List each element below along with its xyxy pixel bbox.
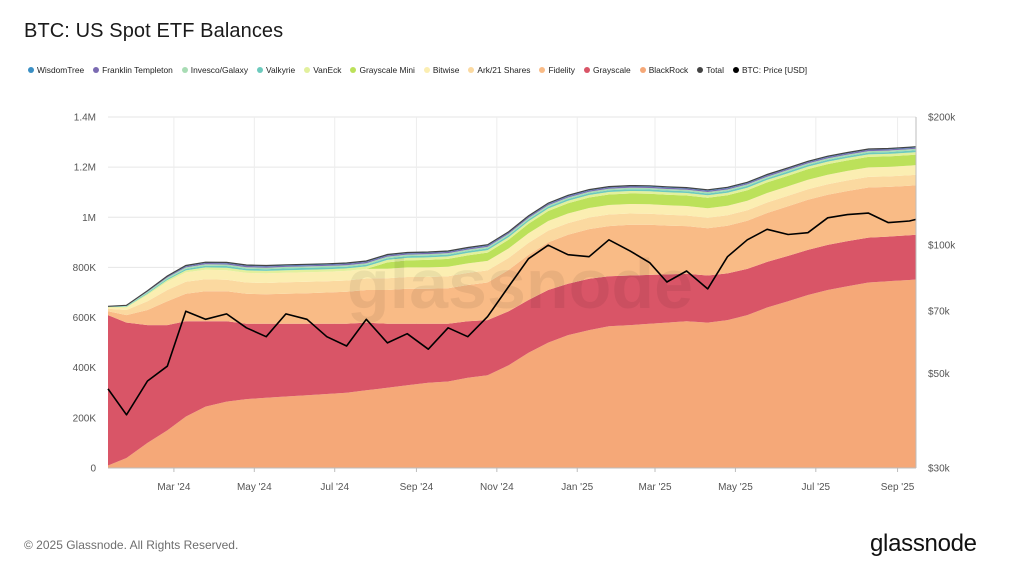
- legend-label: Grayscale: [592, 64, 631, 75]
- area-bitwise: [108, 165, 916, 310]
- legend-label: BTC: Price [USD]: [741, 64, 808, 75]
- y-tick-label: 200K: [73, 413, 97, 424]
- x-tick-label: Mar '25: [638, 482, 671, 493]
- legend-item[interactable]: Grayscale: [583, 64, 631, 75]
- legend-swatch: [423, 67, 430, 74]
- legend-label: Valkyrie: [266, 64, 296, 75]
- x-tick-label: Sep '24: [400, 482, 434, 493]
- legend-swatch: [257, 67, 264, 74]
- legend-item[interactable]: WisdomTree: [28, 65, 84, 75]
- y-tick-label: 1M: [82, 213, 96, 224]
- x-tick-label: Jul '24: [320, 482, 349, 493]
- area-blackrock: [108, 279, 916, 468]
- total-line: [107, 146, 917, 307]
- stacked-areas: [107, 146, 917, 468]
- legend-item[interactable]: BlackRock: [639, 64, 689, 75]
- y-tick-label: 600K: [73, 313, 97, 324]
- legend-label: Total: [706, 64, 724, 75]
- legend-label: VanEck: [313, 64, 342, 75]
- y-right-tick-label: $70k: [928, 307, 951, 318]
- copyright-text: © 2025 Glassnode. All Rights Reserved.: [24, 538, 239, 552]
- x-tick-label: Jan '25: [561, 482, 593, 493]
- legend-swatch: [350, 67, 357, 74]
- legend-swatch: [697, 67, 704, 74]
- y-tick-label: 800K: [73, 263, 97, 274]
- legend-label: BlackRock: [648, 64, 689, 75]
- legend-swatch: [181, 67, 188, 74]
- legend-item[interactable]: Franklin Templeton: [93, 65, 173, 75]
- legend-swatch: [732, 67, 739, 74]
- area-ark-21-shares: [108, 174, 916, 316]
- x-tick-label: May '24: [237, 482, 272, 493]
- price-layer: [107, 212, 917, 416]
- legend-label: Franklin Templeton: [102, 64, 173, 75]
- legend-label: Fidelity: [548, 64, 575, 75]
- legend-swatch: [93, 67, 100, 74]
- legend-item[interactable]: Bitwise: [423, 64, 460, 75]
- y-right-tick-label: $100k: [928, 241, 956, 252]
- y-tick-label: 1.2M: [74, 163, 96, 174]
- glassnode-logo: glassnode: [870, 530, 977, 557]
- area-valkyrie: [108, 150, 916, 307]
- y-tick-label: 400K: [73, 363, 97, 374]
- legend-label: Bitwise: [432, 64, 460, 75]
- area-grayscale: [108, 234, 916, 466]
- legend-item[interactable]: Ark/21 Shares: [468, 65, 530, 75]
- legend-label: Ark/21 Shares: [477, 64, 531, 75]
- legend-label: WisdomTree: [37, 64, 85, 75]
- legend-swatch: [468, 67, 475, 74]
- area-grayscale-mini: [108, 154, 916, 308]
- area-invesco-galaxy: [108, 148, 916, 307]
- btc-price-line: [107, 212, 917, 416]
- legend-item[interactable]: Invesco/Galaxy: [181, 64, 249, 75]
- legend-item[interactable]: BTC: Price [USD]: [732, 64, 808, 75]
- area-fidelity: [108, 185, 916, 326]
- y-right-tick-label: $200k: [928, 113, 956, 124]
- legend-item[interactable]: Grayscale Mini: [350, 64, 415, 75]
- legend-swatch: [539, 67, 546, 74]
- legend-swatch: [583, 67, 590, 74]
- x-tick-label: Mar '24: [157, 482, 190, 493]
- axes: 0 200K 400K 600K 800K 1M 1.2M 1.4M $30k $50k $70k $…: [73, 113, 957, 494]
- chart-legend: WisdomTree Franklin Templeton Invesco/Gala…: [28, 64, 1004, 75]
- legend-item[interactable]: Valkyrie: [257, 65, 295, 75]
- legend-swatch: [639, 67, 646, 74]
- legend-item[interactable]: Total: [697, 65, 724, 75]
- page-title: BTC: US Spot ETF Balances: [24, 20, 284, 42]
- legend-swatch: [304, 67, 311, 74]
- legend-item[interactable]: Fidelity: [539, 65, 575, 75]
- y-tick-label: 1.4M: [74, 113, 96, 124]
- legend-item[interactable]: VanEck: [304, 65, 341, 75]
- legend-label: Grayscale Mini: [359, 64, 415, 75]
- legend-swatch: [28, 67, 34, 74]
- legend-label: Invesco/Galaxy: [190, 64, 249, 75]
- watermark: glassnode: [347, 245, 693, 323]
- x-tick-label: Nov '24: [480, 482, 514, 493]
- y-tick-label: 0: [90, 464, 96, 475]
- x-tick-label: Sep '25: [881, 482, 915, 493]
- x-tick-label: Jul '25: [802, 482, 831, 493]
- y-right-tick-label: $30k: [928, 464, 951, 475]
- x-tick-label: May '25: [718, 482, 753, 493]
- y-right-tick-label: $50k: [928, 369, 951, 380]
